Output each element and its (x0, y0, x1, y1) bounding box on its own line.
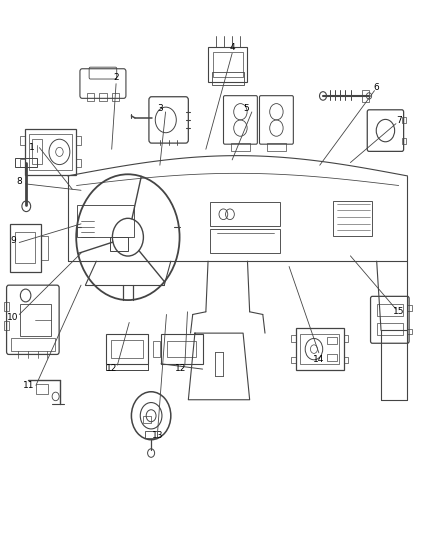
Bar (87, 93, 94, 101)
Text: 13: 13 (152, 432, 163, 440)
Bar (291, 335, 296, 342)
Bar (210, 202, 280, 226)
Text: 5: 5 (243, 104, 249, 113)
Text: 1: 1 (28, 143, 35, 152)
Bar (143, 416, 151, 423)
Bar (213, 52, 243, 77)
Bar (99, 93, 107, 101)
Bar (327, 337, 336, 344)
Bar (407, 305, 412, 311)
Bar (20, 304, 51, 336)
Bar (300, 334, 339, 364)
Bar (344, 335, 348, 342)
Bar (153, 341, 160, 357)
Bar (167, 341, 196, 357)
Bar (20, 159, 25, 167)
Text: 12: 12 (106, 365, 117, 373)
Bar (145, 431, 157, 438)
Text: 4: 4 (230, 44, 235, 52)
Bar (267, 143, 286, 151)
Bar (76, 159, 81, 167)
Bar (210, 229, 280, 253)
Bar (161, 335, 202, 364)
Bar (212, 72, 244, 85)
Bar (208, 46, 247, 82)
Bar (76, 136, 81, 145)
Text: 6: 6 (374, 84, 380, 92)
Bar (25, 130, 76, 175)
Bar (231, 143, 250, 151)
Text: 11: 11 (23, 381, 34, 390)
Bar (362, 90, 369, 102)
Text: 14: 14 (313, 355, 325, 364)
Bar (4, 302, 9, 311)
Bar (41, 236, 47, 260)
Bar (36, 384, 48, 394)
Text: 10: 10 (7, 313, 18, 321)
Bar (377, 323, 403, 335)
Bar (291, 357, 296, 363)
Bar (29, 133, 72, 171)
Bar (344, 357, 348, 363)
Bar (402, 117, 406, 123)
Text: 15: 15 (393, 308, 404, 316)
Bar (11, 338, 54, 351)
Bar (15, 232, 35, 263)
Bar (112, 93, 119, 101)
Bar (77, 205, 134, 237)
Bar (111, 341, 143, 358)
Text: 12: 12 (175, 365, 186, 373)
Text: 8: 8 (16, 177, 22, 185)
Bar (20, 136, 25, 145)
Bar (4, 321, 9, 330)
Bar (402, 138, 406, 144)
Bar (296, 328, 344, 370)
Bar (15, 158, 37, 167)
Bar (407, 329, 412, 334)
Text: 3: 3 (157, 104, 163, 113)
Bar (327, 354, 336, 361)
Text: 9: 9 (10, 237, 16, 245)
Bar (106, 335, 148, 364)
Bar (32, 140, 42, 164)
Bar (110, 237, 128, 251)
Bar (333, 201, 372, 236)
Bar (377, 304, 403, 317)
Text: 7: 7 (396, 117, 403, 125)
Bar (10, 224, 41, 272)
Text: 2: 2 (113, 73, 119, 82)
